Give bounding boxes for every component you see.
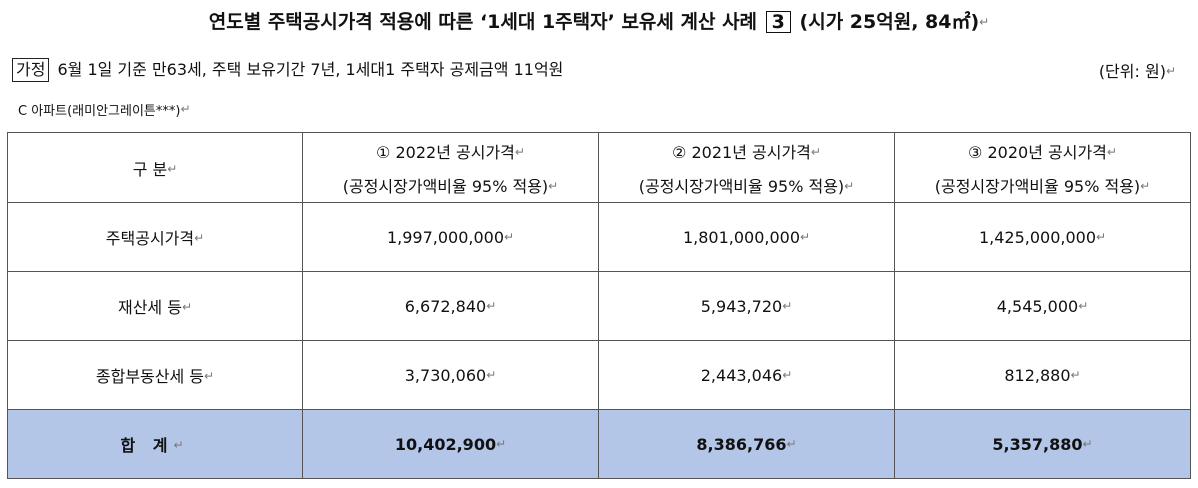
header-label: 구 분↵ [7, 132, 303, 203]
total-row: 합 계↵ 10,402,900↵ 8,386,766↵ 5,357,880↵ [7, 409, 1191, 479]
assumption-line: 가정 6월 1일 기준 만63세, 주택 보유기간 7년, 1세대1 주택자 공제… [12, 56, 1188, 82]
total-label: 합 계↵ [7, 409, 303, 479]
assumption-tag: 가정 [12, 58, 50, 82]
cell-value: 4,545,000↵ [894, 271, 1191, 341]
table-row: 종합부동산세 등↵ 3,730,060↵ 2,443,046↵ 812,880↵ [7, 340, 1191, 410]
header-col-2021: ② 2021년 공시가격↵ (공정시장가액비율 95% 적용)↵ [598, 132, 895, 203]
cell-value: 5,943,720↵ [598, 271, 895, 341]
table-caption: C 아파트(래미안그레이튼***)↵ [18, 102, 191, 119]
table-row: 재산세 등↵ 6,672,840↵ 5,943,720↵ 4,545,000↵ [7, 271, 1191, 341]
title-box-number: 3 [765, 11, 791, 33]
cell-value: 3,730,060↵ [302, 340, 599, 410]
header-col-2020: ③ 2020년 공시가격↵ (공정시장가액비율 95% 적용)↵ [894, 132, 1191, 203]
cell-value: 812,880↵ [894, 340, 1191, 410]
row-label: 종합부동산세 등↵ [7, 340, 303, 410]
cell-value: 2,443,046↵ [598, 340, 895, 410]
row-label: 재산세 등↵ [7, 271, 303, 341]
cell-value: 6,672,840↵ [302, 271, 599, 341]
tax-table: 구 분↵ ① 2022년 공시가격↵ (공정시장가액비율 95% 적용)↵ ② … [7, 132, 1191, 479]
assumption-text: 6월 1일 기준 만63세, 주택 보유기간 7년, 1세대1 주택자 공제금액… [57, 60, 564, 79]
row-label: 주택공시가격↵ [7, 202, 303, 272]
unit-note: (단위: 원)↵ [1098, 62, 1176, 81]
return-mark-icon: ↵ [979, 15, 990, 29]
total-value: 10,402,900↵ [302, 409, 599, 479]
document-title: 연도별 주택공시가격 적용에 따른 ‘1세대 1주택자’ 보유세 계산 사례 3… [0, 7, 1198, 34]
header-col-2022: ① 2022년 공시가격↵ (공정시장가액비율 95% 적용)↵ [302, 132, 599, 203]
total-value: 5,357,880↵ [894, 409, 1191, 479]
total-value: 8,386,766↵ [598, 409, 895, 479]
title-main: 연도별 주택공시가격 적용에 따른 ‘1세대 1주택자’ 보유세 계산 사례 [208, 11, 758, 33]
cell-value: 1,997,000,000↵ [302, 202, 599, 272]
cell-value: 1,425,000,000↵ [894, 202, 1191, 272]
table-header-row: 구 분↵ ① 2022년 공시가격↵ (공정시장가액비율 95% 적용)↵ ② … [7, 132, 1191, 203]
cell-value: 1,801,000,000↵ [598, 202, 895, 272]
table-row: 주택공시가격↵ 1,997,000,000↵ 1,801,000,000↵ 1,… [7, 202, 1191, 272]
title-suffix: (시가 25억원, 84㎡) [799, 11, 980, 33]
